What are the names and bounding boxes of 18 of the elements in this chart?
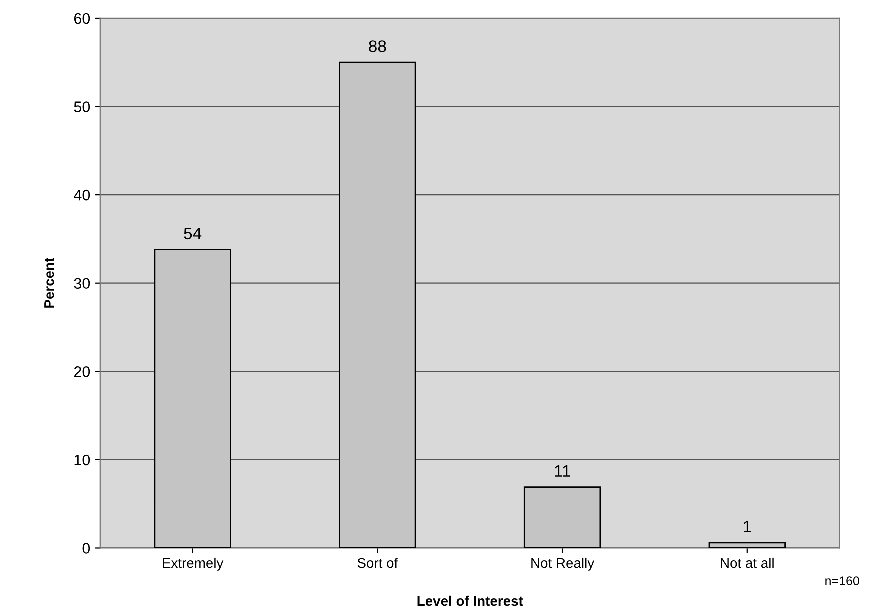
y-tick-label: 0 (82, 543, 90, 554)
annotation: 54 (184, 228, 202, 240)
x-axis-title: Level of Interest (418, 596, 524, 606)
annotation: 1 (744, 521, 752, 533)
y-axis-title: Percent (44, 258, 54, 308)
annotation: 11 (555, 465, 570, 477)
x-tick-label: Not Really (532, 558, 595, 571)
y-tick-label: 60 (74, 13, 90, 24)
annotation: 88 (369, 40, 386, 52)
y-tick-label: 40 (74, 190, 90, 201)
y-tick-label: 50 (74, 102, 90, 112)
y-tick-label: 20 (74, 366, 90, 378)
x-tick-label: Sort of (358, 558, 398, 568)
y-tick-label: 30 (74, 278, 90, 290)
x-tick-label: Extremely (163, 558, 224, 571)
text: n=160 (826, 576, 860, 586)
y-tick-label: 10 (74, 454, 90, 466)
x-tick-label: Not at all (721, 558, 774, 568)
